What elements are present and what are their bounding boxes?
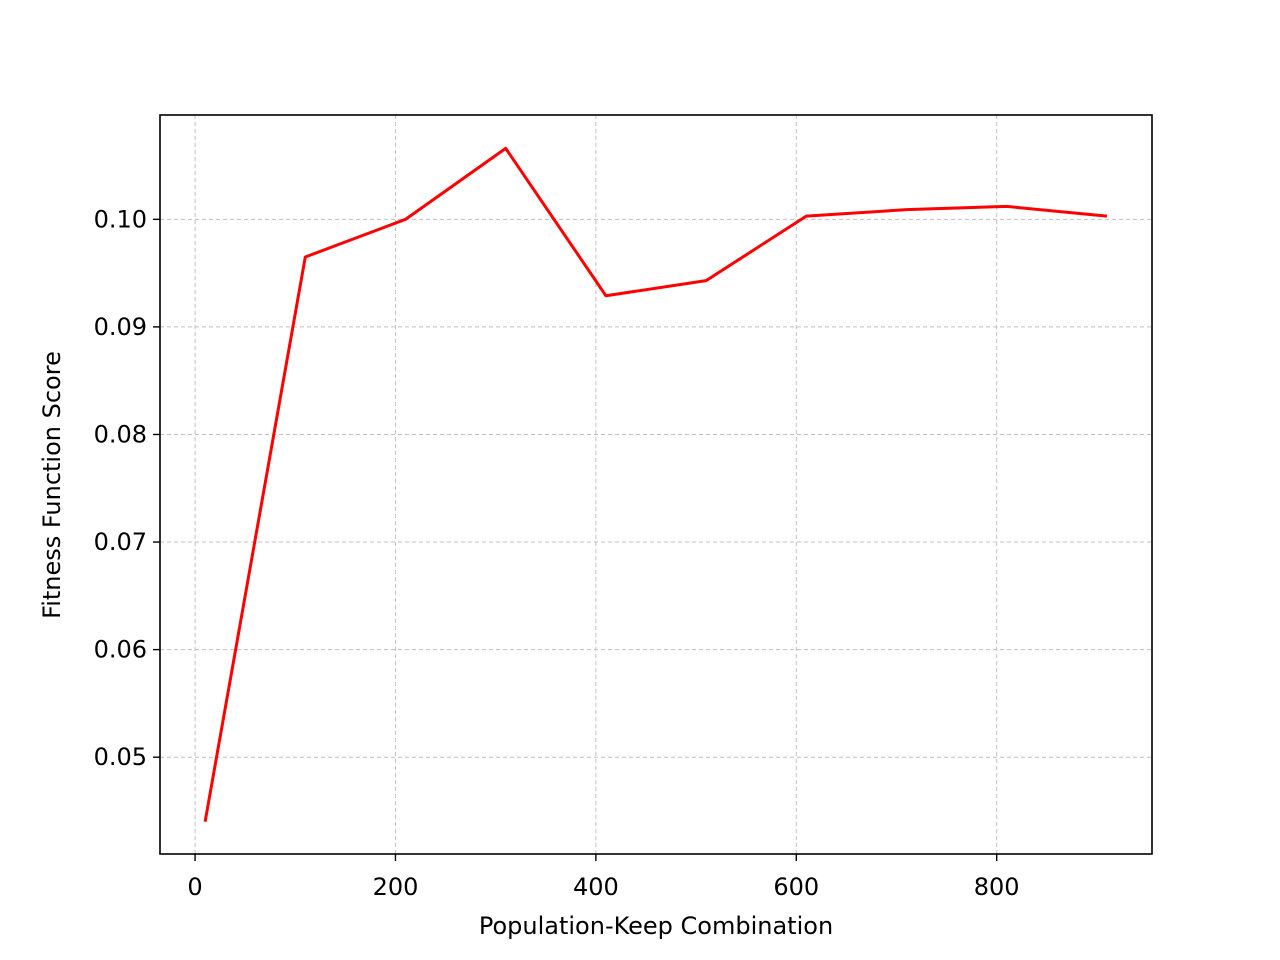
x-tick-label: 200 bbox=[373, 873, 419, 901]
x-tick-label: 800 bbox=[974, 873, 1020, 901]
series-layer bbox=[203, 146, 1108, 822]
x-tick-label: 0 bbox=[187, 873, 202, 901]
y-axis-label: Fitness Function Score bbox=[38, 351, 66, 619]
y-tick-label: 0.06 bbox=[94, 636, 147, 664]
y-tick-label: 0.05 bbox=[94, 743, 147, 771]
plot-frame bbox=[159, 114, 1153, 855]
x-axis-label: Population-Keep Combination bbox=[479, 912, 833, 940]
y-tick-label: 0.10 bbox=[94, 205, 147, 233]
y-tick-label: 0.07 bbox=[94, 528, 147, 556]
x-axis: 0 200 400 600 800 bbox=[187, 854, 1020, 901]
y-axis: 0.05 0.06 0.07 0.08 0.09 0.10 bbox=[94, 205, 160, 771]
y-tick-label: 0.08 bbox=[94, 420, 147, 448]
x-tick-label: 400 bbox=[573, 873, 619, 901]
grid bbox=[160, 115, 1152, 854]
series-line-fitness bbox=[203, 146, 1108, 822]
y-tick-label: 0.09 bbox=[94, 313, 147, 341]
x-tick-label: 600 bbox=[773, 873, 819, 901]
